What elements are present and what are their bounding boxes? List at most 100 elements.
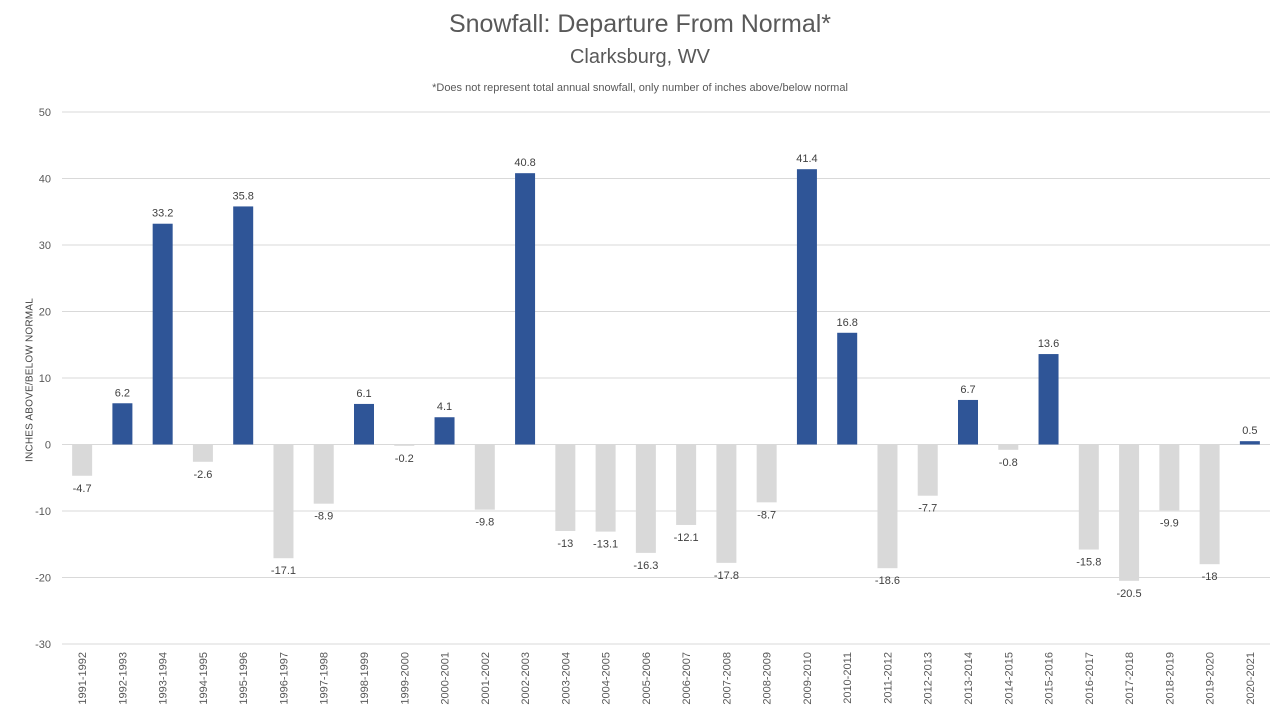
bar [796, 169, 817, 445]
data-label: 6.2 [115, 387, 130, 399]
bar [152, 223, 173, 445]
bar [998, 444, 1019, 450]
bar [635, 444, 656, 553]
bar [192, 444, 213, 462]
x-tick-label: 2007-2008 [721, 652, 733, 705]
bar [958, 399, 978, 445]
bar [72, 444, 93, 476]
x-tick-label: 1994-1995 [198, 652, 210, 705]
bar [1159, 444, 1180, 511]
y-tick-label: -10 [35, 506, 51, 518]
x-tick-label: 2016-2017 [1084, 652, 1096, 705]
bar [595, 444, 616, 532]
bar [273, 444, 294, 559]
data-label: -8.9 [314, 511, 333, 523]
y-tick-label: 20 [39, 307, 51, 319]
x-tick-label: 2015-2016 [1044, 652, 1056, 705]
bar [1038, 354, 1059, 445]
x-tick-label: 2003-2004 [560, 652, 572, 705]
data-label: -4.7 [73, 483, 92, 495]
x-tick-label: 2001-2002 [480, 652, 492, 705]
y-tick-label: 40 [39, 174, 51, 186]
data-label: -15.8 [1076, 557, 1101, 569]
bar [313, 444, 334, 504]
x-tick-label: 2012-2013 [923, 652, 935, 705]
bar [837, 332, 858, 445]
x-tick-label: 2018-2019 [1164, 652, 1176, 705]
bar [1119, 444, 1140, 581]
x-tick-label: 2010-2011 [842, 652, 854, 704]
x-tick-label: 2000-2001 [440, 652, 452, 705]
x-tick-label: 1997-1998 [319, 652, 331, 705]
bar [877, 444, 898, 569]
data-label: -13 [557, 538, 573, 550]
data-label: -16.3 [633, 560, 658, 572]
x-tick-label: 2002-2003 [520, 652, 532, 705]
data-label: 35.8 [232, 190, 253, 202]
bar [394, 444, 415, 446]
data-label: 4.1 [437, 401, 452, 413]
x-tick-label: 2008-2009 [762, 652, 774, 705]
data-label: 33.2 [152, 208, 173, 220]
x-tick-label: 2019-2020 [1205, 652, 1217, 705]
x-tick-label: 1992-1993 [117, 652, 129, 705]
y-tick-label: 0 [45, 440, 51, 452]
data-label: -20.5 [1117, 588, 1142, 600]
x-tick-label: 1991-1992 [77, 652, 89, 705]
data-label: -7.7 [918, 503, 937, 515]
data-label: 40.8 [514, 157, 535, 169]
y-tick-label: -20 [35, 573, 51, 585]
bar [1078, 444, 1099, 550]
bar [474, 444, 495, 510]
x-tick-label: 1998-1999 [359, 652, 371, 705]
data-label: 41.4 [796, 153, 817, 165]
bar [716, 444, 737, 563]
bar [434, 417, 455, 445]
x-tick-label: 2009-2010 [802, 652, 814, 705]
data-label: -12.1 [674, 532, 699, 544]
data-label: 6.1 [356, 388, 371, 400]
x-tick-label: 1996-1997 [278, 652, 290, 705]
data-label: -13.1 [593, 539, 618, 551]
data-label: -9.8 [475, 517, 494, 529]
bar [233, 206, 254, 445]
data-label: -2.6 [193, 469, 212, 481]
bar [1239, 441, 1260, 445]
bar [354, 403, 374, 445]
x-tick-label: 2014-2015 [1003, 652, 1015, 705]
bar [756, 444, 777, 503]
bar [917, 444, 938, 496]
chart-subtitle: Clarksburg, WV [569, 46, 711, 68]
data-label: -17.1 [271, 565, 296, 577]
y-tick-label: 30 [39, 240, 51, 252]
x-tick-label: 2017-2018 [1124, 652, 1136, 705]
bar [515, 173, 536, 445]
data-label: -18.6 [875, 575, 900, 587]
x-tick-label: 2011-2012 [882, 652, 894, 704]
x-tick-label: 2005-2006 [641, 652, 653, 705]
x-tick-label: 1995-1996 [238, 652, 250, 705]
data-label: 0.5 [1242, 425, 1257, 437]
data-label: -18 [1202, 571, 1218, 583]
x-tick-label: 2013-2014 [963, 652, 975, 705]
x-tick-label: 2004-2005 [601, 652, 613, 705]
bar [112, 403, 133, 445]
bar [676, 444, 697, 525]
chart-title: Snowfall: Departure From Normal* [448, 10, 832, 38]
y-tick-label: 50 [39, 107, 51, 119]
data-label: -8.7 [757, 509, 776, 521]
bar [555, 444, 576, 531]
data-label: -0.8 [999, 457, 1018, 469]
y-tick-label: 10 [39, 373, 51, 385]
x-tick-label: 2020-2021 [1245, 652, 1257, 705]
data-label: -0.2 [395, 453, 414, 465]
bar [1199, 444, 1220, 565]
data-label: 16.8 [836, 317, 857, 329]
data-label: -17.8 [714, 570, 739, 582]
x-tick-label: 1999-2000 [399, 652, 411, 705]
data-label: 6.7 [960, 384, 975, 396]
chart-note: *Does not represent total annual snowfal… [432, 82, 848, 94]
y-tick-label: -30 [35, 639, 51, 651]
data-label: -9.9 [1160, 517, 1179, 529]
